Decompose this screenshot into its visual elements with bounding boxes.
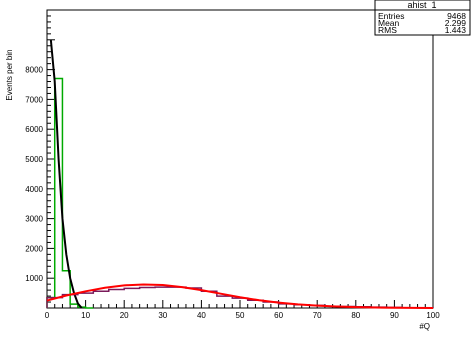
stats-label-mean: Mean bbox=[378, 18, 400, 28]
x-tick-label: 80 bbox=[351, 311, 360, 320]
fit-curve-series-3 bbox=[46, 283, 434, 309]
stats-label-entries: Entries bbox=[378, 11, 404, 21]
x-tick-label: 40 bbox=[197, 311, 206, 320]
y-tick-label: 8000 bbox=[25, 66, 43, 75]
x-tick-label: 30 bbox=[158, 311, 167, 320]
y-axis-label: Events per bin bbox=[5, 49, 14, 100]
x-tick-label: 0 bbox=[45, 311, 50, 320]
fit-curve-series-1 bbox=[49, 39, 83, 309]
plot-frame bbox=[46, 9, 434, 309]
stats-value-entries: 9468 bbox=[447, 11, 466, 21]
x-tick-label: 90 bbox=[390, 311, 399, 320]
stats-label-rms: RMS bbox=[378, 25, 397, 35]
x-tick-label: 20 bbox=[120, 311, 129, 320]
stats-box-frame bbox=[374, 0, 471, 36]
y-tick-label: 6000 bbox=[25, 125, 43, 134]
stats-value-mean: 2.299 bbox=[445, 18, 467, 28]
y-tick-label: 5000 bbox=[25, 155, 43, 164]
y-tick-label: 1000 bbox=[25, 274, 43, 283]
stats-value-rms: 1.443 bbox=[445, 25, 467, 35]
y-tick-label: 7000 bbox=[25, 95, 43, 104]
y-tick-label: 4000 bbox=[25, 185, 43, 194]
x-tick-label: 100 bbox=[426, 311, 440, 320]
stats-box: ahist_1 Entries 9468 Mean 2.299 RMS 1.44… bbox=[374, 0, 471, 36]
y-tick-label: 3000 bbox=[25, 215, 43, 224]
stats-box-title: ahist_1 bbox=[407, 0, 436, 10]
x-tick-label: 10 bbox=[81, 311, 90, 320]
y-tick-label: 2000 bbox=[25, 244, 43, 253]
x-tick-label: 60 bbox=[274, 311, 283, 320]
x-tick-label: 70 bbox=[313, 311, 322, 320]
x-tick-label: 50 bbox=[236, 311, 245, 320]
x-axis-label: #Q bbox=[419, 322, 430, 331]
